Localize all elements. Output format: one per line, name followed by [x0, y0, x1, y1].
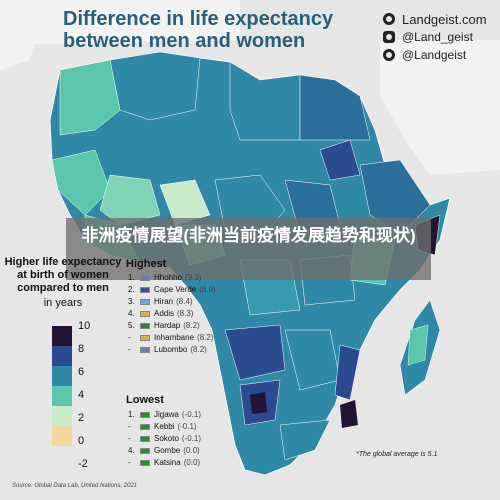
overlay-banner: 非洲疫情展望(非洲当前疫情发展趋势和现状)	[66, 218, 431, 280]
flag-icon	[140, 460, 150, 466]
ranking-item: 2. Cape Verde (8.9)	[128, 284, 216, 296]
ranking-item: - Kebbi (-0.1)	[128, 421, 201, 433]
legend-swatch	[52, 326, 72, 346]
website-link[interactable]: Landgeist.com	[383, 10, 487, 28]
legend-title-text: Higher life expectancy at birth of women…	[4, 256, 122, 294]
region-value: (0.0)	[183, 446, 200, 455]
ranking-item: 1. Jigawa (-0.1)	[128, 409, 201, 421]
flag-icon	[140, 299, 150, 305]
legend-swatch	[52, 346, 72, 366]
region-value: (8.2)	[190, 345, 207, 354]
lowest-heading: Lowest	[126, 394, 164, 406]
flag-icon	[140, 311, 150, 317]
ranking-number: -	[128, 434, 131, 443]
flag-icon	[140, 424, 150, 430]
ranking-item: 1. Hhohho (9.3)	[128, 272, 216, 284]
region-name: Kebbi	[154, 422, 175, 431]
legend-swatch	[52, 366, 72, 386]
source-caption: Source: Global Data Lab, United Nations,…	[12, 483, 138, 489]
legend-tick-label: 8	[78, 343, 85, 355]
legend-swatch	[52, 386, 72, 406]
legend-tick-label: -2	[78, 458, 88, 470]
flag-icon	[140, 335, 150, 341]
ranking-item: 4. Gombe (0.0)	[128, 445, 201, 457]
ranking-item: 5. Hardap (8.2)	[128, 320, 216, 332]
region-name: Sokoto	[154, 434, 179, 443]
legend-title: Higher life expectancy at birth of women…	[4, 256, 122, 310]
ranking-number: 4.	[128, 446, 135, 455]
europe-land	[0, 0, 240, 45]
global-average-note: *The global average is 5.1	[356, 451, 438, 458]
arabia-land	[380, 40, 500, 175]
flag-icon	[140, 448, 150, 454]
flag-icon	[140, 323, 150, 329]
region-name: Hardap	[154, 321, 181, 330]
map-title: Difference in life expectancy between me…	[63, 8, 334, 52]
ranking-number: 1.	[128, 273, 135, 282]
region-name: Gombe	[154, 446, 181, 455]
ranking-number: -	[128, 345, 131, 354]
ranking-item: - Lubombo (8.2)	[128, 344, 216, 356]
region-value: (8.4)	[176, 297, 193, 306]
region-name: Inhambane	[154, 333, 195, 342]
ranking-number: -	[128, 458, 131, 467]
region-value: (-0.1)	[181, 410, 202, 419]
legend-tick-label: 0	[78, 435, 85, 447]
region-value: (-0.1)	[181, 434, 202, 443]
legend-swatch	[52, 406, 72, 426]
instagram-text: @Land_geist	[402, 30, 473, 44]
website-text: Landgeist.com	[402, 11, 487, 27]
region-value: (-0.1)	[177, 422, 197, 431]
region-name: Lubombo	[154, 345, 188, 354]
lowest-list: 1. Jigawa (-0.1) - Kebbi (-0.1) - Sokoto (-0.1) 4…	[128, 409, 201, 469]
social-links: Landgeist.com @Land_geist @Landgeist	[383, 10, 487, 64]
twitter-text: @Landgeist	[402, 48, 467, 62]
legend-unit: in years	[43, 297, 83, 309]
region-name: Jigawa	[154, 410, 179, 419]
ranking-number: 1.	[128, 410, 135, 419]
legend-tick-label: 4	[78, 389, 85, 401]
twitter-icon	[383, 49, 395, 61]
region-name: Cape Verde	[154, 285, 197, 294]
region-name: Addis	[154, 309, 175, 318]
instagram-link[interactable]: @Land_geist	[383, 28, 487, 46]
ranking-item: - Katsina (0.0)	[128, 457, 201, 469]
legend-color-scale	[52, 326, 72, 466]
ranking-number: 4.	[128, 309, 135, 318]
region-value: (0.0)	[183, 458, 201, 467]
region-name: Hiran	[154, 297, 174, 306]
twitter-link[interactable]: @Landgeist	[383, 46, 487, 64]
flag-icon	[140, 412, 150, 418]
globe-icon	[383, 13, 395, 25]
ranking-number: -	[128, 333, 131, 342]
flag-icon	[140, 275, 150, 281]
region-value: (8.2)	[197, 333, 214, 342]
ranking-item: 4. Addis (8.3)	[128, 308, 216, 320]
highest-list: 1. Hhohho (9.3) 2. Cape Verde (8.9) 3. Hiran (8.…	[128, 272, 216, 356]
region-value: (8.3)	[177, 309, 194, 318]
flag-icon	[140, 436, 150, 442]
legend-tick-label: 10	[78, 320, 91, 332]
region-name: Katsina	[154, 458, 181, 467]
region-value: (9.3)	[185, 273, 202, 282]
ranking-item: - Inhambane (8.2)	[128, 332, 216, 344]
legend-swatch	[52, 426, 72, 446]
instagram-icon	[383, 31, 395, 43]
ranking-number: 3.	[128, 297, 135, 306]
ranking-number: -	[128, 422, 131, 431]
flag-icon	[140, 347, 150, 353]
legend-tick-label: 2	[78, 412, 85, 424]
ranking-number: 5.	[128, 321, 135, 330]
ranking-item: - Sokoto (-0.1)	[128, 433, 201, 445]
ranking-number: 2.	[128, 285, 135, 294]
region-value: (8.9)	[199, 285, 216, 294]
region-name: Hhohho	[154, 273, 183, 282]
legend-tick-label: 6	[78, 366, 85, 378]
flag-icon	[140, 287, 150, 293]
ranking-item: 3. Hiran (8.4)	[128, 296, 216, 308]
highest-heading: Highest	[126, 258, 167, 270]
region-value: (8.2)	[183, 321, 200, 330]
